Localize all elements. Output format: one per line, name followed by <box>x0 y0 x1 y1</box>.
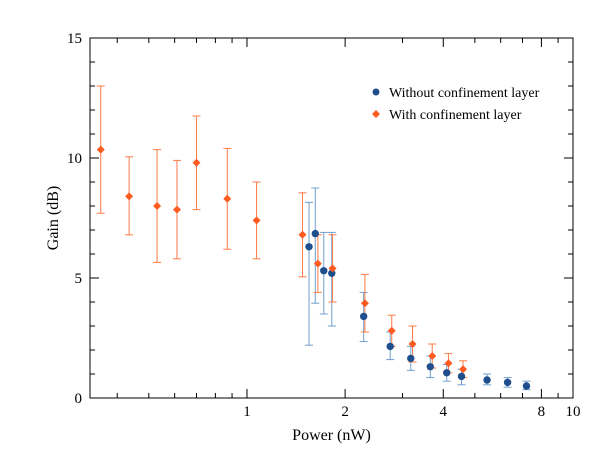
data-point-without-confinement <box>443 369 451 377</box>
data-point-without-confinement <box>305 243 313 251</box>
data-point-without-confinement <box>359 312 368 321</box>
data-point-without-confinement <box>457 372 466 381</box>
data-point-without-confinement <box>522 382 531 390</box>
y-axis-title: Gain (dB) <box>45 186 62 250</box>
x-axis-title: Power (nW) <box>292 427 371 444</box>
data-point-without-confinement <box>503 378 512 387</box>
data-point-without-confinement <box>386 342 394 351</box>
data-point-with-confinement <box>459 365 468 374</box>
x-tick-label: 2 <box>341 404 349 420</box>
x-tick-label: 1 <box>243 404 251 420</box>
data-point-with-confinement <box>172 205 181 214</box>
legend-label-with-confinement: With confinement layer <box>389 108 522 123</box>
data-point-without-confinement <box>311 229 319 238</box>
plot-frame <box>89 37 574 399</box>
data-point-with-confinement <box>313 259 322 268</box>
data-point-without-confinement <box>328 269 336 277</box>
data-point-without-confinement <box>426 363 434 371</box>
data-point-without-confinement <box>483 376 491 384</box>
y-tick-label: 5 <box>75 271 83 287</box>
data-point-with-confinement <box>125 192 134 201</box>
data-point-with-confinement <box>328 264 337 273</box>
axis-ticks: 1 2 4 8 10 0 5 10 15 <box>67 31 581 420</box>
data-point-with-confinement <box>96 145 105 154</box>
legend-marker-without-confinement <box>372 88 380 96</box>
data-point-without-confinement <box>320 267 328 275</box>
y-tick-label: 10 <box>67 151 82 167</box>
data-point-with-confinement <box>408 340 417 348</box>
data-point-with-confinement <box>298 230 307 239</box>
y-tick-label: 15 <box>67 31 82 47</box>
data-point-with-confinement <box>252 216 261 225</box>
legend: Without confinement layer With confineme… <box>372 86 540 123</box>
x-tick-label: 4 <box>440 404 448 420</box>
data-point-without-confinement <box>407 354 415 363</box>
x-tick-label: 8 <box>538 404 546 420</box>
data-point-with-confinement <box>192 158 201 167</box>
legend-marker-with-confinement <box>372 110 380 118</box>
data-point-with-confinement <box>444 359 453 368</box>
x-tick-label: 10 <box>566 404 581 420</box>
data-point-with-confinement <box>387 326 396 335</box>
data-point-with-confinement <box>223 194 232 203</box>
legend-label-without-confinement: Without confinement layer <box>389 86 540 101</box>
data-point-with-confinement <box>153 202 162 210</box>
data-point-with-confinement <box>428 352 437 360</box>
plot-area <box>96 85 531 391</box>
data-point-with-confinement <box>360 299 369 308</box>
y-tick-label: 0 <box>75 391 83 407</box>
